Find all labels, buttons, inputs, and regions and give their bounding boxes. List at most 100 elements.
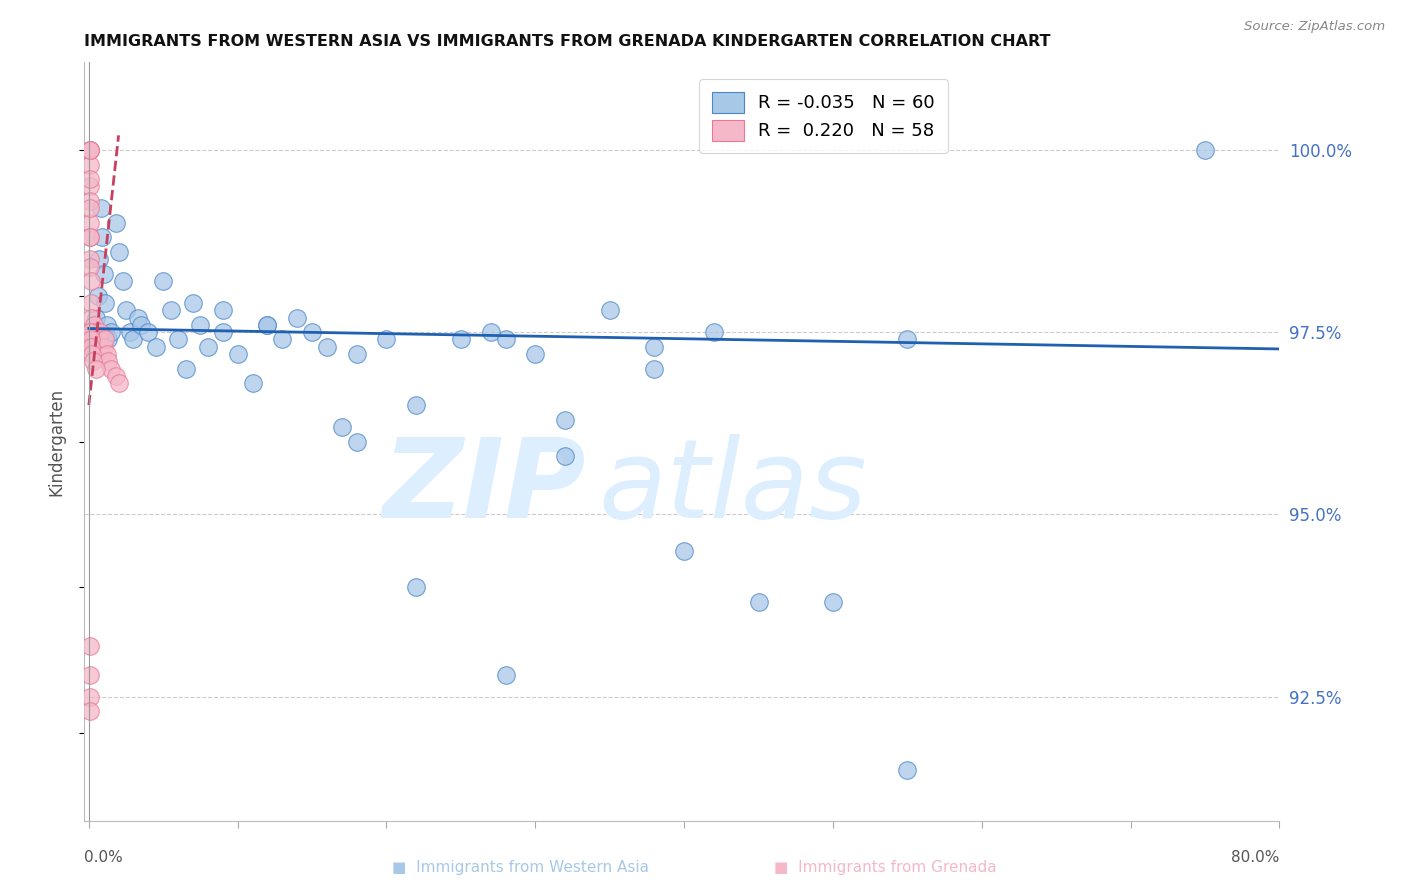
Point	[84, 361, 107, 376]
Text: ■  Immigrants from Grenada: ■ Immigrants from Grenada	[775, 861, 997, 875]
Text: ZIP: ZIP	[382, 434, 586, 541]
Point	[129, 318, 152, 332]
Text: IMMIGRANTS FROM WESTERN ASIA VS IMMIGRANTS FROM GRENADA KINDERGARTEN CORRELATION: IMMIGRANTS FROM WESTERN ASIA VS IMMIGRAN…	[84, 34, 1050, 49]
Point	[524, 347, 547, 361]
Point	[97, 333, 120, 347]
Point	[256, 318, 278, 332]
Point	[79, 230, 101, 244]
Point	[703, 325, 725, 339]
Point	[896, 763, 918, 777]
Point	[554, 449, 576, 463]
Point	[79, 143, 101, 157]
Point	[80, 340, 103, 354]
Point	[83, 325, 105, 339]
Point	[90, 201, 112, 215]
Point	[79, 690, 101, 704]
Text: Source: ZipAtlas.com: Source: ZipAtlas.com	[1244, 20, 1385, 33]
Point	[84, 333, 107, 347]
Point	[1194, 143, 1216, 157]
Point	[330, 420, 353, 434]
Point	[79, 143, 101, 157]
Point	[86, 340, 108, 354]
Point	[91, 347, 114, 361]
Point	[673, 544, 696, 558]
Point	[554, 412, 576, 426]
Point	[79, 143, 101, 157]
Point	[87, 347, 110, 361]
Point	[285, 310, 308, 325]
Point	[115, 303, 138, 318]
Point	[93, 267, 115, 281]
Point	[152, 274, 174, 288]
Point	[80, 325, 103, 339]
Point	[79, 274, 101, 288]
Point	[79, 194, 101, 208]
Point	[82, 354, 104, 368]
Point	[375, 333, 398, 347]
Point	[104, 216, 127, 230]
Point	[89, 252, 111, 267]
Point	[256, 318, 278, 332]
Point	[104, 368, 127, 383]
Point	[79, 296, 101, 310]
Point	[84, 310, 107, 325]
Point	[197, 340, 219, 354]
Point	[96, 318, 118, 332]
Point	[79, 179, 101, 194]
Point	[190, 318, 212, 332]
Point	[79, 201, 101, 215]
Point	[107, 376, 129, 391]
Point	[79, 143, 101, 157]
Point	[90, 340, 112, 354]
Text: 0.0%: 0.0%	[84, 850, 124, 865]
Point	[96, 347, 118, 361]
Point	[80, 333, 103, 347]
Point	[599, 303, 621, 318]
Point	[896, 333, 918, 347]
Point	[79, 230, 101, 244]
Point	[120, 325, 142, 339]
Point	[79, 157, 101, 171]
Point	[80, 333, 103, 347]
Point	[479, 325, 502, 339]
Point	[94, 296, 117, 310]
Point	[821, 595, 844, 609]
Point	[80, 347, 103, 361]
Text: atlas: atlas	[599, 434, 868, 541]
Point	[643, 340, 665, 354]
Point	[79, 216, 101, 230]
Point	[94, 333, 117, 347]
Point	[83, 333, 105, 347]
Point	[405, 398, 427, 412]
Point	[93, 340, 115, 354]
Point	[748, 595, 770, 609]
Point	[145, 340, 167, 354]
Point	[82, 340, 104, 354]
Point	[450, 333, 472, 347]
Point	[97, 354, 120, 368]
Point	[80, 325, 103, 339]
Point	[82, 333, 104, 347]
Point	[211, 325, 233, 339]
Text: 80.0%: 80.0%	[1232, 850, 1279, 865]
Point	[122, 333, 145, 347]
Point	[100, 361, 122, 376]
Point	[127, 310, 149, 325]
Point	[301, 325, 323, 339]
Point	[79, 333, 101, 347]
Point	[107, 245, 129, 260]
Point	[643, 361, 665, 376]
Point	[87, 289, 110, 303]
Point	[167, 333, 190, 347]
Point	[82, 325, 104, 339]
Point	[495, 668, 517, 682]
Point	[495, 333, 517, 347]
Point	[89, 325, 111, 339]
Point	[79, 325, 101, 339]
Point	[79, 668, 101, 682]
Point	[83, 318, 105, 332]
Point	[80, 340, 103, 354]
Point	[87, 340, 110, 354]
Point	[91, 230, 114, 244]
Point	[79, 260, 101, 274]
